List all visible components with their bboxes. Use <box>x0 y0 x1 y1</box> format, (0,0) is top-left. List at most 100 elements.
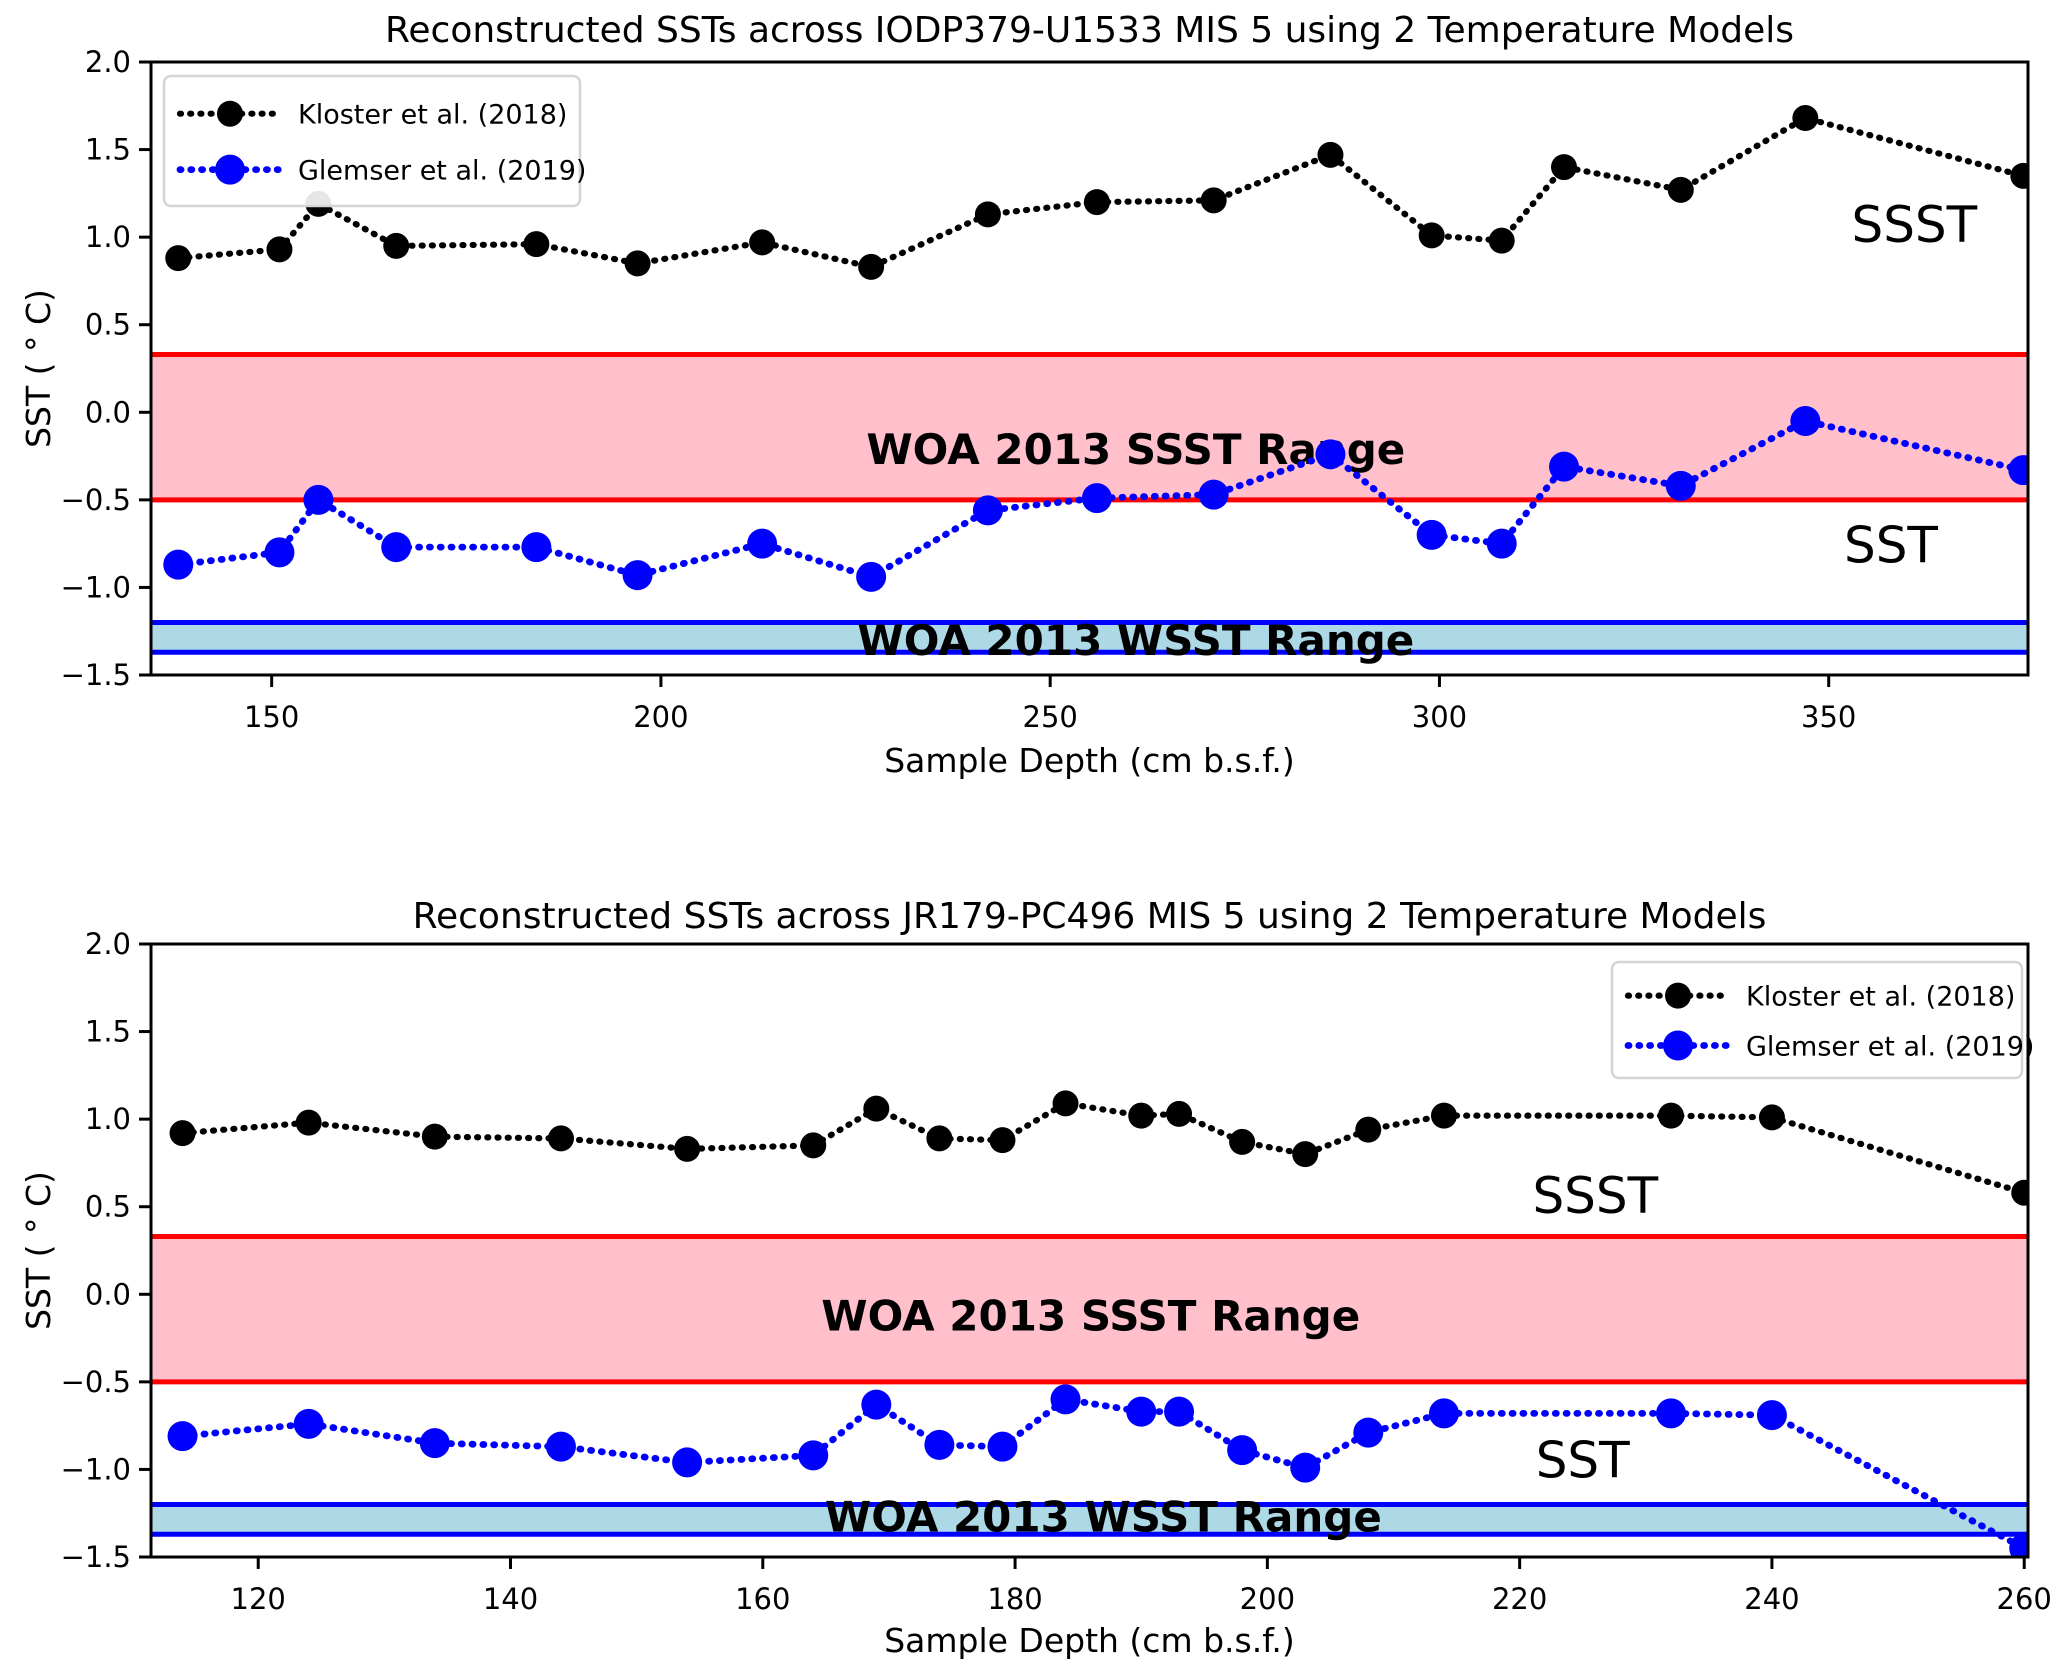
x-tick-label: 200 <box>1240 1582 1295 1616</box>
x-tick-label: 260 <box>1997 1582 2052 1616</box>
data-point-kloster <box>1200 187 1227 214</box>
data-point-kloster <box>266 236 293 263</box>
legend-item-label: Kloster et al. (2018) <box>298 100 567 131</box>
data-point-glemser <box>924 1429 955 1460</box>
x-tick-label: 160 <box>735 1582 790 1616</box>
y-tick-label: −1.5 <box>61 1540 131 1574</box>
data-point-glemser <box>1126 1396 1157 1427</box>
x-tick-label: 140 <box>483 1582 538 1616</box>
data-point-kloster <box>1430 1102 1457 1129</box>
data-point-kloster <box>1658 1102 1685 1129</box>
data-point-glemser <box>303 484 334 515</box>
data-point-glemser <box>2008 455 2029 486</box>
wsst-band-fill <box>151 1504 2028 1535</box>
data-point-glemser <box>2009 1533 2029 1558</box>
data-point-kloster <box>1052 1090 1079 1117</box>
data-point-glemser <box>1315 439 1346 470</box>
series-annotation-kloster: SSST <box>1851 196 1977 254</box>
series-annotation-glemser: SST <box>1844 516 1938 574</box>
data-point-glemser <box>1790 406 1821 437</box>
data-point-kloster <box>523 231 550 258</box>
data-point-kloster <box>1758 1104 1785 1131</box>
data-point-glemser <box>747 528 778 559</box>
y-tick-label: −0.5 <box>61 483 131 517</box>
data-point-kloster <box>1317 141 1344 168</box>
ssst-band-fill <box>151 1236 2028 1382</box>
series-glemser <box>167 1384 2029 1558</box>
x-tick-label: 120 <box>231 1582 286 1616</box>
data-point-glemser <box>521 532 552 563</box>
y-tick-label: −1.0 <box>61 570 131 604</box>
band-label: WOA 2013 SSST Range <box>821 1291 1360 1340</box>
x-tick-label: 180 <box>987 1582 1042 1616</box>
data-point-glemser <box>1756 1400 1787 1431</box>
x-tick-label: 220 <box>1492 1582 1547 1616</box>
data-point-kloster <box>1292 1141 1319 1168</box>
ssst-band-fill <box>151 354 2028 500</box>
series-annotation-kloster: SSST <box>1532 1167 1658 1225</box>
y-tick-label: 1.5 <box>85 1015 131 1049</box>
series-line-kloster <box>179 1100 2028 1196</box>
data-point-glemser <box>293 1408 324 1439</box>
axes-border <box>149 942 2030 1559</box>
data-point-kloster <box>165 245 192 272</box>
data-point-kloster <box>1083 189 1110 216</box>
y-tick-label: 0.5 <box>85 308 131 342</box>
chart-title: Reconstructed SSTs across IODP379-U1533 … <box>385 10 1794 51</box>
data-point-kloster <box>674 1135 701 1162</box>
legend-item: Glemser et al. (2019) <box>1624 1030 2034 1063</box>
data-point-glemser <box>1353 1417 1384 1448</box>
data-point-glemser <box>1227 1435 1258 1466</box>
data-point-glemser <box>856 561 887 592</box>
data-point-kloster <box>169 1120 196 1147</box>
y-tick-label: 1.0 <box>85 220 131 254</box>
y-tick-label: −0.5 <box>61 1365 131 1399</box>
data-point-glemser <box>861 1389 892 1420</box>
data-point-glemser <box>972 495 1003 526</box>
data-point-glemser <box>419 1428 450 1459</box>
data-point-kloster <box>989 1127 1016 1154</box>
series-kloster <box>169 1090 2029 1206</box>
data-point-glemser <box>622 560 653 591</box>
data-point-kloster <box>863 1095 890 1122</box>
legend-item: Kloster et al. (2018) <box>176 100 567 131</box>
bottom-chart: WOA 2013 SSST Range WOA 2013 WSST Range SS… <box>19 896 2052 1660</box>
legend-item: Kloster et al. (2018) <box>1624 982 2015 1013</box>
data-point-kloster <box>974 201 1001 228</box>
data-point-kloster <box>1166 1100 1193 1127</box>
data-point-kloster <box>2010 162 2029 189</box>
data-point-glemser <box>798 1440 829 1471</box>
data-point-glemser <box>1656 1398 1687 1429</box>
y-axis-label: SST ( ° C) <box>19 289 58 448</box>
x-tick-label: 150 <box>244 700 299 734</box>
legend-marker-dot <box>1663 1030 1693 1061</box>
legend-box <box>162 74 582 208</box>
data-point-glemser <box>381 532 412 563</box>
top-chart: WOA 2013 SSST Range WOA 2013 WSST Range SS… <box>19 10 2030 780</box>
data-point-kloster <box>2011 1179 2029 1206</box>
data-point-glemser <box>264 537 295 568</box>
y-axis-label: SST ( ° C) <box>19 1171 58 1330</box>
data-point-glemser <box>1164 1396 1195 1427</box>
x-axis-label: Sample Depth (cm b.s.f.) <box>884 741 1295 780</box>
data-point-glemser <box>1198 479 1229 510</box>
data-point-kloster <box>421 1123 448 1150</box>
data-point-glemser <box>167 1421 198 1452</box>
x-tick-label: 200 <box>633 700 688 734</box>
data-point-kloster <box>749 229 776 256</box>
y-tick-label: 0.5 <box>85 1190 131 1224</box>
legend-box <box>1610 960 2024 1080</box>
y-tick-label: 0.0 <box>85 1277 131 1311</box>
band-label: WOA 2013 WSST Range <box>857 616 1414 665</box>
band-label: WOA 2013 WSST Range <box>825 1493 1382 1542</box>
data-point-glemser <box>1050 1384 1081 1415</box>
series-line-kloster <box>175 114 2027 271</box>
chart-title: Reconstructed SSTs across JR179-PC496 MI… <box>413 896 1767 937</box>
y-tick-label: 2.0 <box>85 45 131 79</box>
data-point-glemser <box>987 1431 1018 1462</box>
x-axis-label: Sample Depth (cm b.s.f.) <box>884 1621 1295 1660</box>
legend-item-label: Kloster et al. (2018) <box>1746 982 2015 1013</box>
data-point-kloster <box>926 1125 953 1152</box>
